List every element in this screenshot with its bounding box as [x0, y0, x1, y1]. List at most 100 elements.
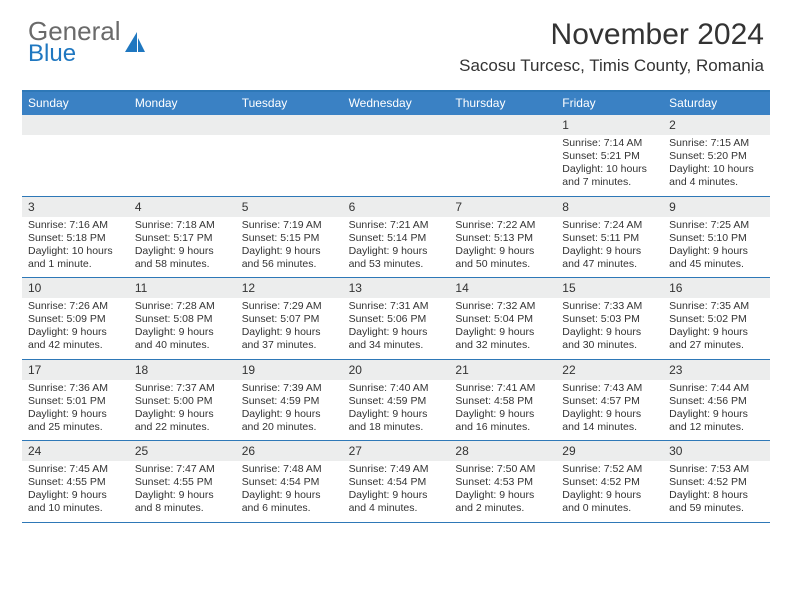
day-info-line: Sunset: 4:52 PM [669, 476, 764, 489]
day-info-line: Sunrise: 7:52 AM [562, 463, 657, 476]
day-cell: Sunrise: 7:45 AMSunset: 4:55 PMDaylight:… [22, 461, 129, 522]
day-info-line: Daylight: 9 hours and 32 minutes. [455, 326, 550, 352]
day-info-line: Sunset: 4:53 PM [455, 476, 550, 489]
day-info-line: Daylight: 9 hours and 12 minutes. [669, 408, 764, 434]
day-info-line: Sunrise: 7:50 AM [455, 463, 550, 476]
dow-header-row: SundayMondayTuesdayWednesdayThursdayFrid… [22, 92, 770, 115]
day-number: 1 [556, 115, 663, 135]
day-info-line: Sunrise: 7:24 AM [562, 219, 657, 232]
dow-saturday: Saturday [663, 92, 770, 115]
day-info-line: Sunset: 5:13 PM [455, 232, 550, 245]
day-number: 5 [236, 197, 343, 217]
day-info-line: Daylight: 9 hours and 16 minutes. [455, 408, 550, 434]
day-info-line: Sunrise: 7:43 AM [562, 382, 657, 395]
day-info-line: Daylight: 10 hours and 1 minute. [28, 245, 123, 271]
calendar-grid: SundayMondayTuesdayWednesdayThursdayFrid… [22, 90, 770, 523]
day-info-line: Sunset: 5:11 PM [562, 232, 657, 245]
logo-sail-icon [123, 30, 147, 56]
day-info-line: Daylight: 10 hours and 4 minutes. [669, 163, 764, 189]
week-row: 10111213141516Sunrise: 7:26 AMSunset: 5:… [22, 278, 770, 360]
day-info-line: Daylight: 9 hours and 56 minutes. [242, 245, 337, 271]
week-row: 17181920212223Sunrise: 7:36 AMSunset: 5:… [22, 360, 770, 442]
daynum-band: 12 [22, 115, 770, 135]
day-info-line: Daylight: 9 hours and 30 minutes. [562, 326, 657, 352]
day-info-line: Sunrise: 7:28 AM [135, 300, 230, 313]
day-info-line: Sunrise: 7:36 AM [28, 382, 123, 395]
day-info-line: Sunset: 4:59 PM [349, 395, 444, 408]
day-info-line: Daylight: 9 hours and 58 minutes. [135, 245, 230, 271]
day-cell [22, 135, 129, 196]
day-number [236, 115, 343, 135]
day-number: 15 [556, 278, 663, 298]
day-number: 11 [129, 278, 236, 298]
day-number [22, 115, 129, 135]
day-number: 30 [663, 441, 770, 461]
day-number: 9 [663, 197, 770, 217]
brand-logo: General Blue [28, 18, 147, 66]
dow-friday: Friday [556, 92, 663, 115]
day-info-line: Sunset: 4:57 PM [562, 395, 657, 408]
day-info-line: Daylight: 9 hours and 27 minutes. [669, 326, 764, 352]
daynum-band: 3456789 [22, 197, 770, 217]
day-info-line: Sunset: 5:01 PM [28, 395, 123, 408]
day-info-line: Daylight: 9 hours and 10 minutes. [28, 489, 123, 515]
day-info-line: Daylight: 8 hours and 59 minutes. [669, 489, 764, 515]
day-info-line: Sunset: 5:14 PM [349, 232, 444, 245]
day-cell: Sunrise: 7:44 AMSunset: 4:56 PMDaylight:… [663, 380, 770, 441]
day-info-line: Daylight: 9 hours and 25 minutes. [28, 408, 123, 434]
day-number [449, 115, 556, 135]
day-info-line: Sunset: 4:54 PM [349, 476, 444, 489]
dow-tuesday: Tuesday [236, 92, 343, 115]
day-info-line: Sunrise: 7:16 AM [28, 219, 123, 232]
day-number: 12 [236, 278, 343, 298]
day-info-line: Sunset: 5:17 PM [135, 232, 230, 245]
day-info-line: Daylight: 9 hours and 37 minutes. [242, 326, 337, 352]
day-info-line: Sunrise: 7:53 AM [669, 463, 764, 476]
day-info-line: Daylight: 10 hours and 7 minutes. [562, 163, 657, 189]
day-info-line: Sunset: 4:58 PM [455, 395, 550, 408]
day-cell: Sunrise: 7:18 AMSunset: 5:17 PMDaylight:… [129, 217, 236, 278]
brand-word2: Blue [28, 42, 121, 66]
day-cell: Sunrise: 7:35 AMSunset: 5:02 PMDaylight:… [663, 298, 770, 359]
day-cell: Sunrise: 7:22 AMSunset: 5:13 PMDaylight:… [449, 217, 556, 278]
day-info-line: Daylight: 9 hours and 53 minutes. [349, 245, 444, 271]
day-info-line: Sunset: 5:03 PM [562, 313, 657, 326]
day-info-line: Sunrise: 7:25 AM [669, 219, 764, 232]
dow-wednesday: Wednesday [343, 92, 450, 115]
day-info-line: Daylight: 9 hours and 20 minutes. [242, 408, 337, 434]
day-info-line: Sunrise: 7:44 AM [669, 382, 764, 395]
day-info-line: Sunrise: 7:32 AM [455, 300, 550, 313]
week-row: 24252627282930Sunrise: 7:45 AMSunset: 4:… [22, 441, 770, 523]
day-info-line: Sunset: 4:52 PM [562, 476, 657, 489]
day-info-line: Sunset: 5:04 PM [455, 313, 550, 326]
day-info-line: Daylight: 9 hours and 2 minutes. [455, 489, 550, 515]
day-info-line: Sunrise: 7:15 AM [669, 137, 764, 150]
day-number: 21 [449, 360, 556, 380]
day-number: 22 [556, 360, 663, 380]
daynum-band: 24252627282930 [22, 441, 770, 461]
day-info-line: Daylight: 9 hours and 50 minutes. [455, 245, 550, 271]
day-info-line: Sunset: 5:10 PM [669, 232, 764, 245]
day-info-line: Sunset: 5:08 PM [135, 313, 230, 326]
day-number: 26 [236, 441, 343, 461]
day-info-line: Sunset: 5:15 PM [242, 232, 337, 245]
day-info-line: Sunrise: 7:37 AM [135, 382, 230, 395]
day-number: 2 [663, 115, 770, 135]
day-info-line: Daylight: 9 hours and 40 minutes. [135, 326, 230, 352]
day-cell: Sunrise: 7:29 AMSunset: 5:07 PMDaylight:… [236, 298, 343, 359]
day-number: 29 [556, 441, 663, 461]
day-cell: Sunrise: 7:49 AMSunset: 4:54 PMDaylight:… [343, 461, 450, 522]
header: General Blue November 2024 Sacosu Turces… [0, 0, 792, 82]
day-cell: Sunrise: 7:39 AMSunset: 4:59 PMDaylight:… [236, 380, 343, 441]
day-info-line: Sunrise: 7:21 AM [349, 219, 444, 232]
day-info-line: Sunset: 4:59 PM [242, 395, 337, 408]
day-info-line: Sunset: 4:56 PM [669, 395, 764, 408]
day-cell: Sunrise: 7:32 AMSunset: 5:04 PMDaylight:… [449, 298, 556, 359]
day-cell: Sunrise: 7:15 AMSunset: 5:20 PMDaylight:… [663, 135, 770, 196]
daynum-band: 10111213141516 [22, 278, 770, 298]
day-info-line: Daylight: 9 hours and 0 minutes. [562, 489, 657, 515]
day-info-line: Sunset: 5:21 PM [562, 150, 657, 163]
day-number: 19 [236, 360, 343, 380]
day-cell: Sunrise: 7:16 AMSunset: 5:18 PMDaylight:… [22, 217, 129, 278]
day-cell: Sunrise: 7:14 AMSunset: 5:21 PMDaylight:… [556, 135, 663, 196]
